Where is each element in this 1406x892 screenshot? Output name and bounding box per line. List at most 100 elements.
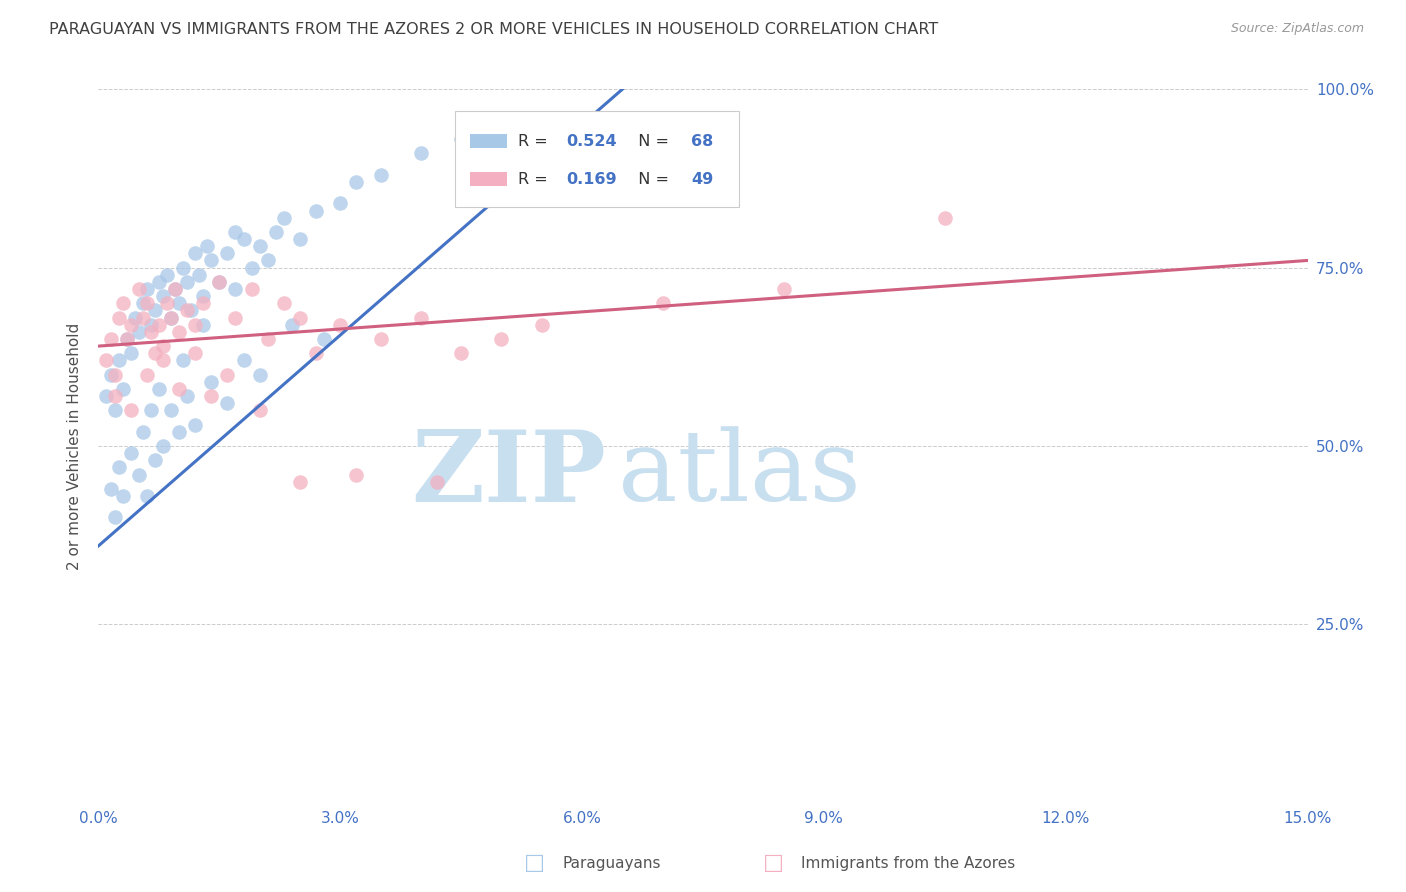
- Point: [288, 232, 311, 246]
- Point: [224, 282, 246, 296]
- Point: [167, 425, 190, 439]
- Point: [195, 239, 218, 253]
- Point: [273, 211, 295, 225]
- Point: [200, 253, 222, 268]
- Point: [305, 203, 328, 218]
- Point: [111, 489, 134, 503]
- Point: [249, 368, 271, 382]
- Point: [135, 296, 157, 310]
- Text: 49: 49: [690, 172, 713, 187]
- Point: [172, 353, 194, 368]
- Text: Paraguayans: Paraguayans: [562, 856, 661, 871]
- Text: Immigrants from the Azores: Immigrants from the Azores: [801, 856, 1015, 871]
- Point: [128, 467, 150, 482]
- Point: [217, 396, 239, 410]
- Point: [329, 196, 352, 211]
- Text: 68: 68: [690, 134, 713, 149]
- Point: [651, 296, 673, 310]
- Point: [193, 296, 215, 310]
- Point: [103, 368, 125, 382]
- Point: [148, 318, 170, 332]
- Text: atlas: atlas: [619, 426, 860, 523]
- Point: [139, 325, 162, 339]
- Point: [305, 346, 328, 360]
- Text: 0.524: 0.524: [567, 134, 617, 149]
- Point: [115, 332, 138, 346]
- Text: Source: ZipAtlas.com: Source: ZipAtlas.com: [1230, 22, 1364, 36]
- Point: [249, 239, 271, 253]
- Point: [264, 225, 287, 239]
- Point: [132, 296, 155, 310]
- Point: [176, 389, 198, 403]
- Point: [120, 318, 142, 332]
- FancyBboxPatch shape: [456, 111, 740, 207]
- Point: [100, 332, 122, 346]
- Point: [184, 246, 207, 260]
- Point: [143, 346, 166, 360]
- Point: [107, 310, 129, 325]
- Point: [288, 310, 311, 325]
- Point: [132, 425, 155, 439]
- Point: [450, 346, 472, 360]
- Point: [103, 389, 125, 403]
- Point: [217, 246, 239, 260]
- Point: [163, 282, 186, 296]
- Point: [176, 275, 198, 289]
- Point: [193, 318, 215, 332]
- Point: [934, 211, 956, 225]
- Point: [370, 168, 392, 182]
- Point: [208, 275, 231, 289]
- Point: [329, 318, 352, 332]
- Point: [124, 310, 146, 325]
- Point: [103, 403, 125, 417]
- Point: [426, 475, 449, 489]
- Point: [217, 368, 239, 382]
- Point: [111, 296, 134, 310]
- Point: [120, 346, 142, 360]
- Point: [115, 332, 138, 346]
- Point: [344, 175, 367, 189]
- Point: [111, 382, 134, 396]
- Point: [193, 289, 215, 303]
- Point: [152, 439, 174, 453]
- Point: [120, 446, 142, 460]
- Point: [152, 289, 174, 303]
- Text: PARAGUAYAN VS IMMIGRANTS FROM THE AZORES 2 OR MORE VEHICLES IN HOUSEHOLD CORRELA: PARAGUAYAN VS IMMIGRANTS FROM THE AZORES…: [49, 22, 938, 37]
- Point: [273, 296, 295, 310]
- Point: [135, 489, 157, 503]
- Point: [344, 467, 367, 482]
- Point: [256, 253, 278, 268]
- Point: [167, 325, 190, 339]
- Point: [156, 296, 179, 310]
- Point: [107, 353, 129, 368]
- Text: N =: N =: [628, 134, 673, 149]
- Point: [160, 310, 183, 325]
- Point: [143, 453, 166, 467]
- Point: [772, 282, 794, 296]
- Point: [103, 510, 125, 524]
- Point: [184, 346, 207, 360]
- Point: [450, 132, 472, 146]
- Point: [132, 310, 155, 325]
- Point: [200, 375, 222, 389]
- Point: [491, 332, 513, 346]
- Point: [160, 310, 183, 325]
- Point: [232, 232, 254, 246]
- Point: [188, 268, 211, 282]
- Point: [100, 482, 122, 496]
- Point: [240, 282, 263, 296]
- Point: [148, 275, 170, 289]
- Point: [128, 325, 150, 339]
- Point: [163, 282, 186, 296]
- Point: [107, 460, 129, 475]
- Point: [176, 303, 198, 318]
- Point: [135, 368, 157, 382]
- Point: [100, 368, 122, 382]
- Point: [160, 403, 183, 417]
- Point: [288, 475, 311, 489]
- Point: [281, 318, 304, 332]
- Point: [224, 225, 246, 239]
- Point: [180, 303, 202, 318]
- Point: [409, 146, 432, 161]
- Point: [240, 260, 263, 275]
